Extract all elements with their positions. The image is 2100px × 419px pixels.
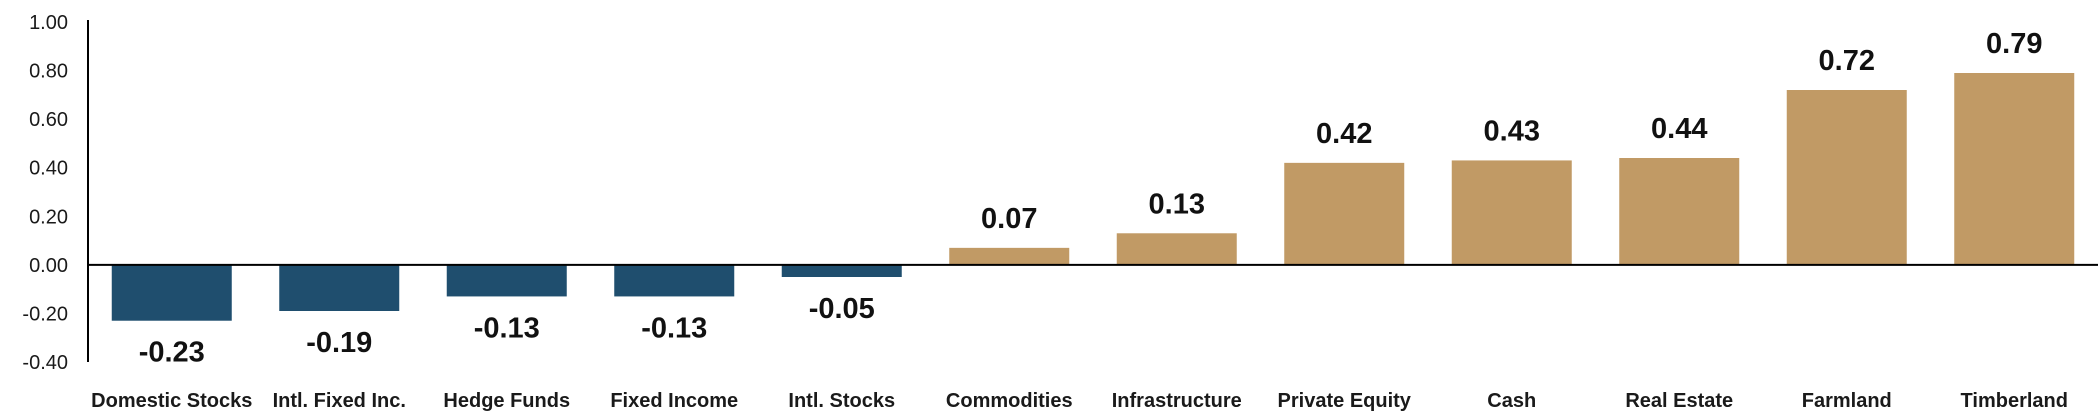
y-tick-label: -0.40 xyxy=(22,352,68,374)
data-label: 0.43 xyxy=(1484,115,1540,147)
bar xyxy=(1116,233,1237,265)
category-label: Domestic Stocks xyxy=(91,390,252,412)
bar xyxy=(1954,73,2075,265)
category-label: Infrastructure xyxy=(1112,390,1242,412)
data-label: -0.19 xyxy=(306,327,372,359)
bar xyxy=(1619,158,1740,265)
bar xyxy=(1284,162,1405,265)
bar xyxy=(279,264,400,311)
data-label: -0.13 xyxy=(641,312,707,344)
category-label: Timberland xyxy=(1961,390,2068,412)
bar xyxy=(1786,90,1907,265)
data-label: 0.79 xyxy=(1986,28,2042,60)
data-label: 0.13 xyxy=(1149,188,1205,220)
category-label: Hedge Funds xyxy=(443,390,570,412)
bar xyxy=(446,264,567,297)
bar xyxy=(781,264,902,277)
data-label: -0.23 xyxy=(139,337,205,369)
data-label: 0.72 xyxy=(1819,45,1875,77)
y-tick-label: 0.80 xyxy=(29,61,68,83)
bar xyxy=(111,264,232,321)
category-label: Commodities xyxy=(946,390,1073,412)
data-label: 0.07 xyxy=(981,203,1037,235)
y-tick-label: 0.00 xyxy=(29,255,68,277)
category-label: Farmland xyxy=(1802,390,1892,412)
category-label: Real Estate xyxy=(1625,390,1733,412)
bar xyxy=(1451,160,1572,265)
category-label: Intl. Fixed Inc. xyxy=(273,390,406,412)
bar xyxy=(949,247,1070,265)
y-tick-label: -0.20 xyxy=(22,303,68,325)
data-label: 0.44 xyxy=(1651,113,1707,145)
y-tick-label: 1.00 xyxy=(29,12,68,34)
bar xyxy=(614,264,735,297)
data-label: 0.42 xyxy=(1316,118,1372,150)
data-label: -0.05 xyxy=(809,293,875,325)
y-tick-label: 0.20 xyxy=(29,206,68,228)
category-label: Fixed Income xyxy=(610,390,738,412)
y-tick-label: 0.60 xyxy=(29,109,68,131)
category-label: Intl. Stocks xyxy=(788,390,895,412)
category-label: Private Equity xyxy=(1278,390,1412,412)
category-label: Cash xyxy=(1487,390,1536,412)
y-tick-label: 0.40 xyxy=(29,158,68,180)
data-label: -0.13 xyxy=(474,312,540,344)
